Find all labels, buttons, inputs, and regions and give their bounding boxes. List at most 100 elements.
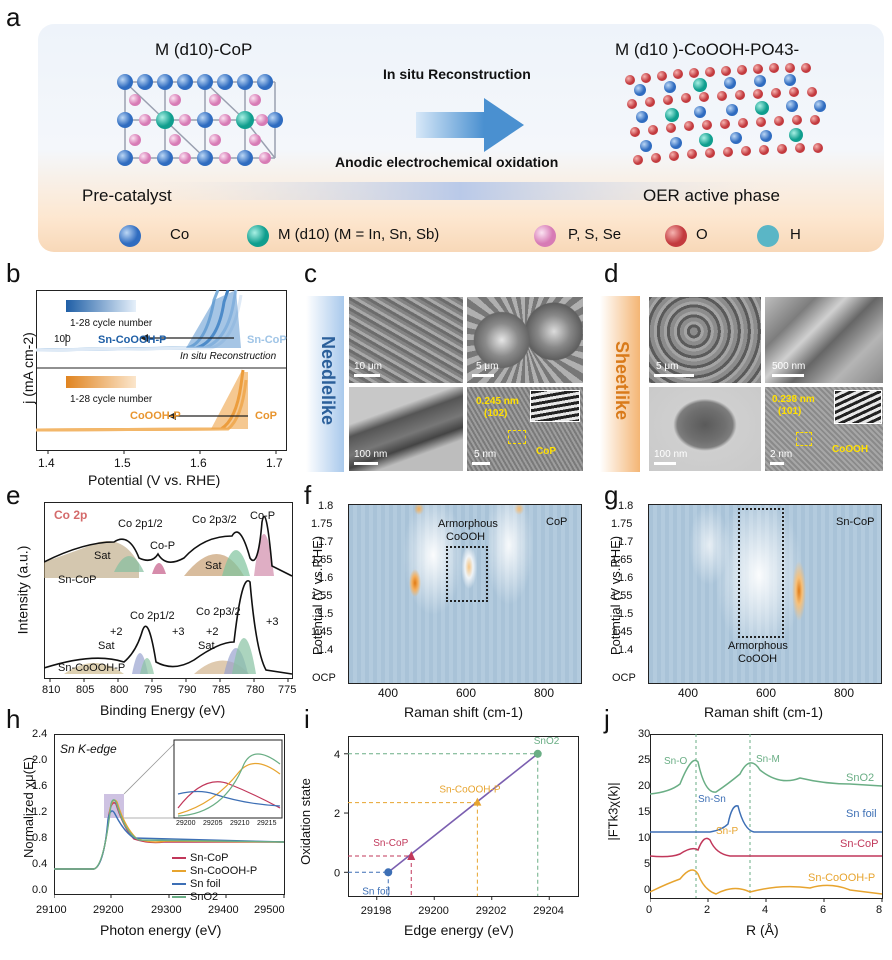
- j-label-snm: Sn-M: [756, 754, 780, 765]
- legend-o: O: [696, 226, 708, 243]
- h-legend-2: Sn-CoOOH-P: [190, 865, 258, 877]
- g-xtick-1: 600: [756, 686, 777, 700]
- h-xtick-4: 29500: [254, 904, 285, 916]
- f-highlight-box: [446, 546, 488, 602]
- i-ytick-2: 4: [334, 749, 340, 761]
- b-note: In situ Reconstruction: [180, 351, 277, 362]
- b-bottom-colorbar-label: 1-28 cycle number: [70, 394, 153, 405]
- sheetlike-label: Sheetlike: [612, 340, 633, 421]
- e-top-fits: [44, 515, 293, 578]
- g-ytick-7: 1.45: [611, 626, 633, 638]
- j-label-snsn: Sn-Sn: [698, 794, 726, 805]
- f-annotation-2: CoOOH: [446, 531, 486, 543]
- g-xlabel: Raman shift (cm-1): [704, 704, 824, 720]
- g-annotation-2: CoOOH: [738, 653, 778, 665]
- h-xtick-0: 29100: [36, 904, 67, 916]
- h-main-curves: [54, 799, 285, 870]
- h-ytick-3: 1.2: [32, 806, 48, 818]
- e-bottom-ox-4: +3: [266, 616, 279, 628]
- sem-sheet-2: [764, 296, 884, 384]
- e-xtick-5: 785: [212, 684, 231, 696]
- b-xtick-3: 1.7: [266, 456, 283, 470]
- coooh-layers: [625, 63, 826, 165]
- c-scalebar-3: [354, 462, 378, 465]
- g-ytick-2: 1.7: [618, 536, 634, 548]
- h-legend-swatches: [172, 857, 186, 898]
- h-xtick-3: 29400: [208, 904, 239, 916]
- g-sample: Sn-CoP: [836, 516, 875, 528]
- sheetlike-tab: [600, 296, 640, 472]
- needlelike-tab: [306, 296, 344, 472]
- e-bottom-ox-3: +2: [206, 626, 219, 638]
- c-zoom-box: [508, 430, 526, 444]
- j-xtick-4: 8: [876, 904, 883, 916]
- i-point-label-1: Sn-CoP: [373, 838, 408, 849]
- b-xtick-2: 1.6: [190, 456, 207, 470]
- j-ytick-5: 25: [638, 754, 651, 766]
- e-bottom-peak-2: Co 2p3/2: [196, 606, 241, 618]
- f-annotation-1: Armorphous: [438, 518, 498, 530]
- e-ylabel: Intensity (a.u.): [14, 545, 31, 635]
- panel-h-plot: [54, 734, 285, 898]
- tem-needle: [348, 386, 464, 472]
- panel-e-plot: [44, 502, 293, 682]
- g-ytick-1: 1.75: [611, 518, 633, 530]
- e-bottom-fits: [44, 579, 293, 675]
- panel-label-i: i: [304, 704, 310, 734]
- reconstruction-arrow: [416, 98, 524, 152]
- j-xtick-0: 0: [646, 904, 653, 916]
- g-ytick-8: 1.4: [618, 644, 634, 656]
- top-colorbar: [66, 300, 136, 312]
- c-scalebar-1-label: 10 μm: [354, 361, 382, 372]
- h-ytick-1: 0.4: [32, 858, 48, 870]
- d-scalebar-3-label: 100 nm: [654, 449, 688, 460]
- c-scalebar-2-label: 5 μm: [476, 361, 499, 372]
- f-ytick-6: 1.5: [318, 608, 334, 620]
- j-ytick-4: 20: [638, 780, 651, 792]
- f-ytick-9: OCP: [312, 672, 336, 684]
- g-ytick-9: OCP: [612, 672, 636, 684]
- panel-b-xticks: [47, 450, 277, 454]
- b-series-old-bottom: CoP: [255, 410, 277, 422]
- panel-a-structures: [117, 63, 826, 200]
- h-inset-curves: [177, 753, 281, 817]
- e-top-peak-1: Co 2p1/2: [118, 518, 163, 530]
- h-ytick-2: 0.8: [32, 832, 48, 844]
- c-plane: (102): [484, 408, 508, 419]
- g-xtick-2: 800: [834, 686, 855, 700]
- j-label-snp: Sn-P: [716, 826, 739, 837]
- panel-label-h: h: [6, 704, 21, 734]
- j-xlabel: R (Å): [746, 922, 779, 938]
- j-label-sno: Sn-O: [664, 756, 688, 767]
- b-top-colorbar-label: 1-28 cycle number: [70, 318, 153, 329]
- h-legend-1: Sn-CoP: [190, 852, 229, 864]
- c-scalebar-1: [354, 374, 380, 377]
- g-annotation-1: Armorphous: [728, 640, 788, 652]
- h-title: Sn K-edge: [60, 742, 117, 756]
- e-xtick-7: 775: [278, 684, 297, 696]
- h-legend-3: Sn foil: [190, 878, 221, 890]
- g-raman-map: [648, 504, 882, 684]
- j-xtick-1: 2: [704, 904, 711, 916]
- h-inset-xtick-1: 29205: [203, 820, 223, 827]
- b-series-new-top: Sn-CoOOH-P: [98, 334, 167, 346]
- panel-label-c: c: [304, 258, 317, 288]
- i-xtick-0: 29198: [361, 905, 392, 917]
- legend-icons: [119, 225, 779, 247]
- c-scalebar-4-label: 5 nm: [474, 449, 497, 460]
- f-ytick-4: 1.6: [318, 572, 334, 584]
- e-top-peak-2: Co 2p3/2: [192, 514, 237, 526]
- f-sample: CoP: [546, 516, 568, 528]
- bottom-colorbar: [66, 376, 136, 388]
- m-atom-icon: [247, 225, 269, 247]
- c-scalebar-3-label: 100 nm: [354, 449, 388, 460]
- i-point-2: [473, 797, 482, 806]
- panel-b-ylabel: j (mA cm-2): [19, 332, 36, 404]
- b-xtick-0: 1.4: [38, 456, 55, 470]
- panel-a-legend: Co M (d10) (M = In, Sn, Sb) P, S, Se O H: [118, 224, 868, 248]
- d-plane: (101): [778, 406, 802, 417]
- needlelike-label: Needlelike: [318, 335, 339, 426]
- h-zoom-line-1: [123, 743, 175, 795]
- panel-b-plot: [36, 290, 287, 454]
